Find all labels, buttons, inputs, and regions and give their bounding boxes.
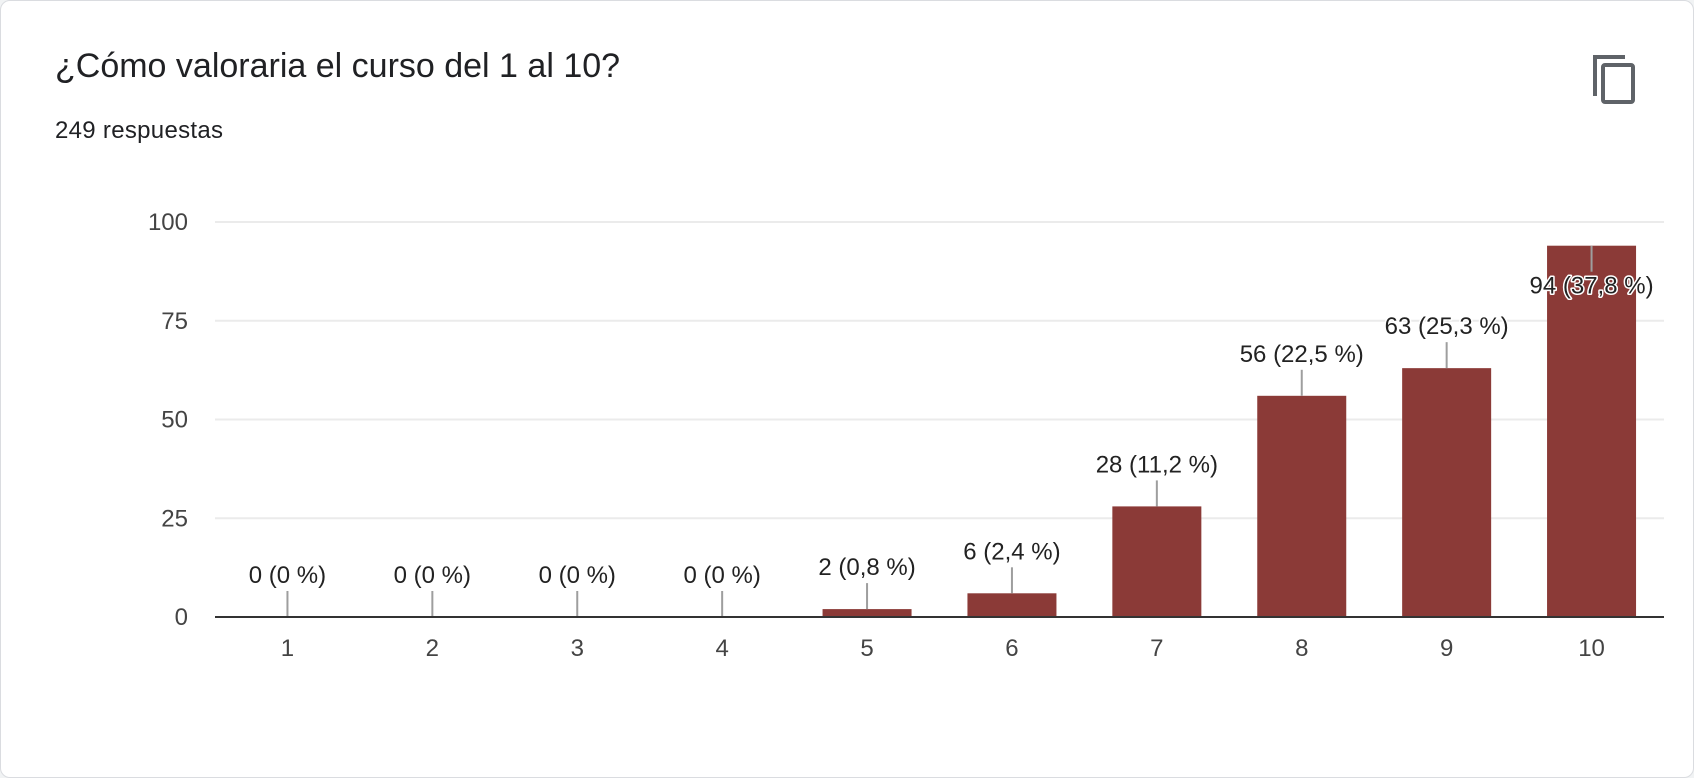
copy-chart-button[interactable] bbox=[1581, 47, 1641, 107]
y-tick-label: 0 bbox=[175, 604, 188, 631]
y-tick-label: 75 bbox=[161, 308, 188, 335]
data-label: 0 (0 %) bbox=[683, 562, 760, 589]
data-label: 0 (0 %) bbox=[539, 562, 616, 589]
x-tick-label: 7 bbox=[1150, 635, 1163, 662]
bar bbox=[1547, 245, 1637, 617]
x-tick-label: 8 bbox=[1295, 635, 1308, 662]
data-label: 0 (0 %) bbox=[394, 562, 471, 589]
data-label: 2 (0,8 %) bbox=[818, 554, 915, 581]
copy-icon bbox=[1593, 55, 1635, 104]
data-label: 28 (11,2 %) bbox=[1096, 451, 1218, 478]
x-tick-label: 2 bbox=[426, 635, 439, 662]
question-title: ¿Cómo valoraria el curso del 1 al 10? bbox=[55, 47, 621, 85]
data-label: 0 (0 %) bbox=[249, 562, 326, 589]
bar bbox=[967, 593, 1057, 617]
bar bbox=[1402, 368, 1492, 617]
y-tick-label: 25 bbox=[161, 505, 188, 532]
x-tick-label: 1 bbox=[281, 635, 294, 662]
x-tick-label: 10 bbox=[1578, 635, 1605, 662]
x-tick-label: 4 bbox=[715, 635, 728, 662]
y-tick-label: 50 bbox=[161, 407, 188, 434]
x-tick-label: 3 bbox=[571, 635, 584, 662]
bar bbox=[1257, 395, 1347, 617]
response-count: 249 respuestas bbox=[55, 117, 224, 144]
x-tick-label: 6 bbox=[1005, 635, 1018, 662]
x-tick-label: 5 bbox=[860, 635, 873, 662]
bar bbox=[1112, 506, 1202, 617]
bar bbox=[822, 609, 912, 617]
x-tick-label: 9 bbox=[1440, 635, 1453, 662]
data-label: 6 (2,4 %) bbox=[963, 538, 1060, 565]
data-label: 94 (37,8 %) bbox=[1530, 273, 1654, 300]
data-label: 63 (25,3 %) bbox=[1385, 313, 1509, 340]
y-tick-label: 100 bbox=[148, 209, 188, 236]
data-label: 56 (22,5 %) bbox=[1240, 341, 1364, 368]
